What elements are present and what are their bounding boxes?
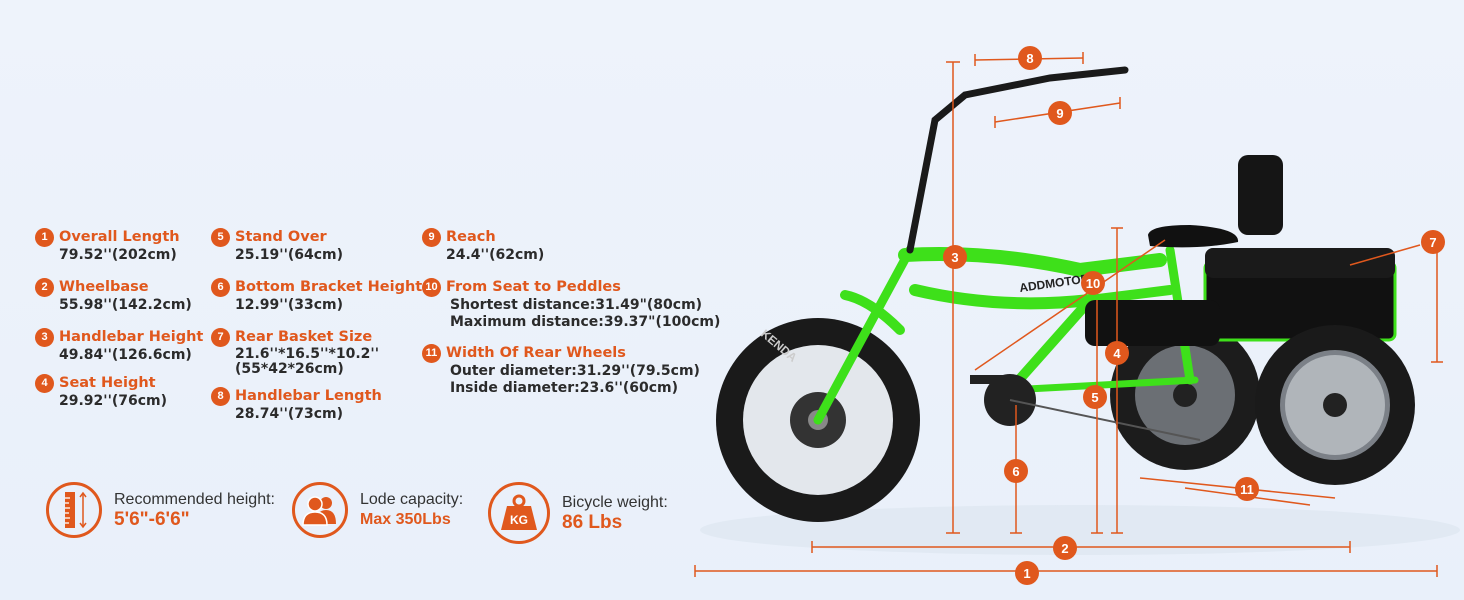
spec-title: Overall Length [59,229,180,245]
spec-seat-to-pedals: 10 From Seat to Peddles Shortest distance… [422,277,720,331]
spec-number: 2 [35,277,54,297]
spec-value: 21.6''*16.5''*10.2'' [235,346,379,362]
marker-3: 3 [943,245,967,269]
spec-rear-basket-size: 7 Rear Basket Size 21.6''*16.5''*10.2'' (… [211,327,379,377]
backrest [1238,155,1283,235]
seat [1148,225,1239,248]
ruler-height-icon [46,482,102,538]
spec-title: Reach [446,229,496,245]
users-icon [292,482,348,538]
marker-8: 8 [1018,46,1042,70]
marker-11: 11 [1235,477,1259,501]
spec-stand-over: 5 Stand Over 25.19''(64cm) [211,227,343,264]
spec-title: Width Of Rear Wheels [446,345,626,361]
spec-value: 25.19''(64cm) [235,247,344,263]
feature-value: 5'6"-6'6" [114,508,190,530]
spec-value: 24.4''(62cm) [446,247,545,263]
spec-value: Inside diameter:23.6''(60cm) [450,380,679,396]
marker-1: 1 [1015,561,1039,585]
feature-bicycle-weight: KG Bicycle weight: 86 Lbs [488,482,668,544]
svg-text:11: 11 [1240,482,1254,497]
marker-5: 5 [1083,385,1107,409]
dimension-markers: 8 9 3 10 7 4 5 6 11 2 1 [943,46,1445,585]
spec-title: Handlebar Height [59,329,204,345]
spec-title: From Seat to Peddles [446,279,621,295]
spec-bottom-bracket-height: 6 Bottom Bracket Height 12.99''(33cm) [211,277,422,314]
svg-text:4: 4 [1113,346,1121,361]
svg-text:1: 1 [1023,566,1030,581]
spec-rear-wheel-width: 11 Width Of Rear Wheels Outer diameter:31… [422,343,700,397]
feature-value: Max 350Lbs [360,510,451,528]
spec-number: 6 [211,277,230,297]
kg-badge: KG [510,513,528,527]
spec-value: Shortest distance:31.49"(80cm) [450,297,703,313]
svg-text:10: 10 [1086,276,1100,291]
feature-label: Bicycle weight: [562,493,668,511]
battery [1085,300,1220,346]
kg-weight-icon: KG [488,482,550,544]
svg-text:2: 2 [1061,541,1068,556]
spec-handlebar-length: 8 Handlebar Length 28.74''(73cm) [211,386,382,423]
spec-overall-length: 1 Overall Length 79.52''(202cm) [35,227,180,264]
spec-value: 29.92''(76cm) [59,393,168,409]
chain [1009,399,1201,441]
spec-seat-height: 4 Seat Height 29.92''(76cm) [35,373,167,410]
spec-number: 5 [211,227,230,247]
spec-value: 12.99''(33cm) [235,297,344,313]
rear-cushion [1205,248,1395,278]
spec-value: (55*42*26cm) [235,361,344,377]
spec-title: Seat Height [59,375,156,391]
handlebar [906,66,1129,254]
spec-number: 10 [422,277,441,297]
marker-4: 4 [1105,341,1129,365]
brand-logo: ADDMOTOR [1018,271,1090,295]
spec-number: 8 [211,386,230,406]
rear-left-wheel [1110,320,1260,470]
rear-basket [1205,262,1395,340]
spec-number: 11 [422,343,441,363]
marker-6: 6 [1004,459,1028,483]
spec-value: 79.52''(202cm) [59,247,177,263]
spec-number: 1 [35,227,54,247]
spec-number: 9 [422,227,441,247]
spec-number: 4 [35,373,54,393]
spec-number: 7 [211,327,230,347]
spec-number: 3 [35,327,54,347]
spec-value: 28.74''(73cm) [235,406,344,422]
svg-text:6: 6 [1012,464,1019,479]
marker-2: 2 [1053,536,1077,560]
spec-title: Handlebar Length [235,388,382,404]
spec-value: Maximum distance:39.37"(100cm) [450,314,721,330]
spec-value: 49.84''(126.6cm) [59,347,192,363]
spec-value: Outer diameter:31.29''(79.5cm) [450,363,700,379]
dimension-lines [694,52,1443,577]
svg-text:3: 3 [951,250,958,265]
svg-text:7: 7 [1429,235,1436,250]
spec-wheelbase: 2 Wheelbase 55.98''(142.2cm) [35,277,192,314]
pedal [970,375,1006,384]
feature-label: Lode capacity: [360,490,464,508]
spec-value: 55.98''(142.2cm) [59,297,192,313]
spec-title: Wheelbase [59,279,149,295]
marker-7: 7 [1421,230,1445,254]
spec-title: Stand Over [235,229,327,245]
spec-title: Bottom Bracket Height [235,279,423,295]
spec-reach: 9 Reach 24.4''(62cm) [422,227,544,264]
marker-9: 9 [1048,101,1072,125]
feature-value: 86 Lbs [562,511,623,533]
svg-text:5: 5 [1091,390,1098,405]
marker-10: 10 [1081,271,1105,295]
svg-text:8: 8 [1026,51,1033,66]
feature-recommended-height: Recommended height: 5'6"-6'6" [46,482,275,538]
spec-handlebar-height: 3 Handlebar Height 49.84''(126.6cm) [35,327,203,364]
rear-right-wheel [1255,325,1415,485]
feature-label: Recommended height: [114,490,275,508]
ground-shadow [700,505,1460,555]
svg-text:9: 9 [1056,106,1063,121]
spec-title: Rear Basket Size [235,329,373,345]
feature-load-capacity: Lode capacity: Max 350Lbs [292,482,463,538]
